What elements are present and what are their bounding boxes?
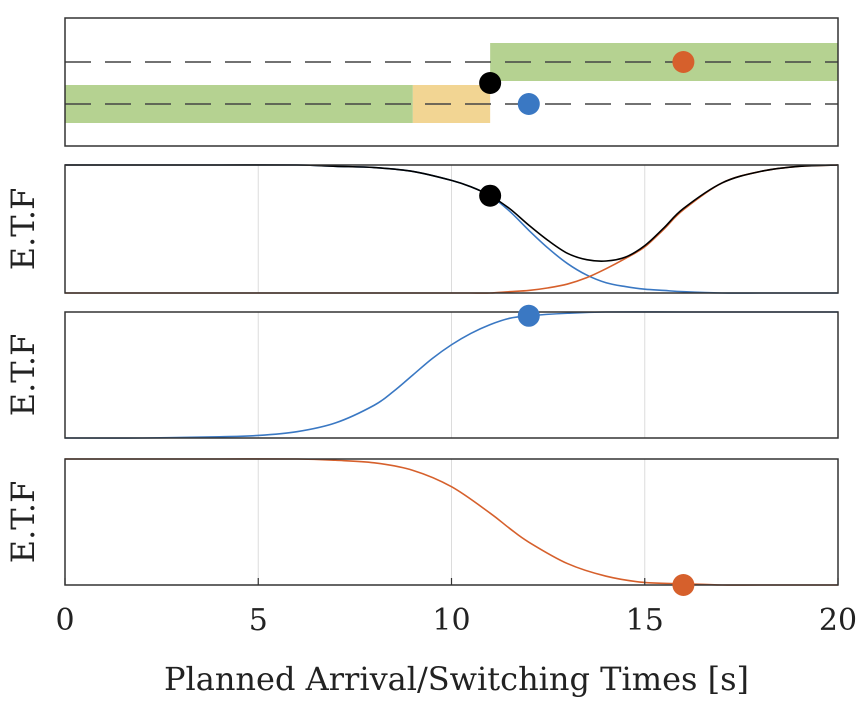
data-marker xyxy=(479,184,502,207)
x-tick-label: 15 xyxy=(626,603,664,638)
etf-panel-3: E.T.F 0 5 10 15 20 Planned Arrival/Switching T… xyxy=(4,458,857,698)
y-axis-label: E.T.F xyxy=(4,334,42,417)
data-marker xyxy=(517,304,540,327)
panel-frame xyxy=(64,17,839,147)
x-tick-label: 0 xyxy=(55,603,74,638)
etf-panel-2: E.T.F xyxy=(4,304,839,439)
y-axis-label: E.T.F xyxy=(4,188,42,271)
lane-panel xyxy=(64,17,839,147)
etf-panel-1: E.T.F xyxy=(4,164,839,294)
x-axis-label: Planned Arrival/Switching Times [s] xyxy=(164,660,749,698)
vehicle-marker xyxy=(479,72,502,94)
vehicle-marker xyxy=(672,51,695,73)
vehicle-marker xyxy=(517,93,540,115)
x-tick-label: 20 xyxy=(819,603,857,638)
panel-frame xyxy=(64,311,839,439)
x-tick-label: 5 xyxy=(249,603,268,638)
x-tick-label: 10 xyxy=(432,603,470,638)
data-marker xyxy=(672,574,695,596)
y-axis-label: E.T.F xyxy=(4,481,42,564)
panel-frame xyxy=(64,164,839,294)
